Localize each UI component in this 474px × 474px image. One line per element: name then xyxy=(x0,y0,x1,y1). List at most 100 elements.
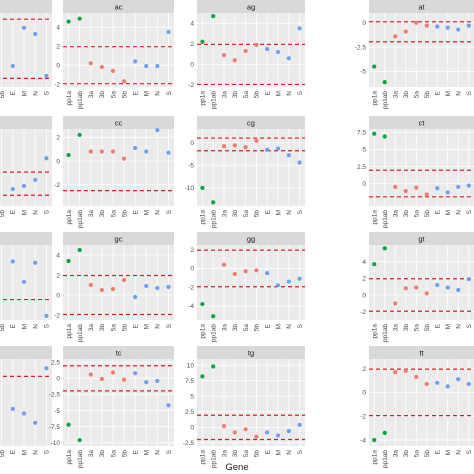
data-point-3b xyxy=(403,368,408,374)
y-tick-label: -4 xyxy=(188,303,194,310)
panel-strip-label: tt xyxy=(419,349,424,358)
y-tick-label: 7.5 xyxy=(185,378,194,385)
panel-strip-label: tc xyxy=(116,349,122,358)
data-point-pp1ab xyxy=(77,132,82,138)
data-point-S xyxy=(44,156,49,161)
data-point-M xyxy=(275,49,281,55)
x-tick-label: N xyxy=(33,210,40,215)
x-tick-label: pp1ab xyxy=(77,450,84,468)
x-tick-label: M xyxy=(144,324,151,329)
data-point-S xyxy=(466,23,471,28)
x-tick-label: 3b xyxy=(99,450,106,458)
y-tick-label: 4 xyxy=(190,21,194,28)
x-tick-label: pp1a xyxy=(66,324,73,339)
data-point-M xyxy=(275,433,281,438)
panel-strip xyxy=(197,232,305,245)
x-tick-label: S xyxy=(297,209,304,214)
x-tick-label: 3b xyxy=(99,324,106,332)
panel-strip xyxy=(369,346,474,359)
data-point-3a xyxy=(393,34,398,39)
data-point-5b xyxy=(424,23,429,28)
x-tick-label: 3b xyxy=(403,450,410,458)
y-tick-label: 2 xyxy=(56,44,60,51)
x-tick-label: 3a xyxy=(393,210,400,218)
data-point-M xyxy=(144,64,149,69)
panel-at: at 0 -2.5 -5 pp1a pp1ab 3a 3b 5a 5b E M N S xyxy=(355,0,474,109)
data-point-pp1ab xyxy=(77,438,82,443)
panel-tg: tg 10 7.5 5 2.5 0 -2.5 pp1a pp1ab 3a 3b 5a 5b E M N S xyxy=(183,346,305,468)
panel-strip xyxy=(369,232,474,245)
data-point-S xyxy=(166,150,171,155)
data-point-E xyxy=(265,430,270,435)
panel-background xyxy=(0,129,52,206)
panel-strip xyxy=(197,346,305,359)
panel-strip xyxy=(197,116,305,129)
x-tick-label: pp1ab xyxy=(77,210,84,228)
data-point-N xyxy=(155,64,160,69)
x-tick-label: pp1a xyxy=(66,210,73,225)
data-point-5b xyxy=(121,377,127,382)
panel-background xyxy=(197,129,305,206)
data-point-S xyxy=(297,160,302,165)
x-tick-label: 5b xyxy=(121,450,128,458)
data-point-M xyxy=(144,149,149,154)
panel-background xyxy=(369,359,474,446)
data-point-3a xyxy=(221,53,227,58)
data-point-5b xyxy=(424,192,429,197)
x-tick-label: S xyxy=(44,449,51,454)
y-tick-label: 0 xyxy=(190,140,194,147)
x-tick-label: 5b xyxy=(121,91,128,99)
x-tick-label: 3a xyxy=(393,91,400,99)
x-tick-label: pp1ab xyxy=(382,324,389,342)
data-point-3b xyxy=(232,58,237,63)
panel-gt: gt 4 2 0 -2 pp1a pp1ab 3a 3b 5a 5b E M N S xyxy=(360,232,474,342)
x-tick-label: pp1a xyxy=(200,210,207,225)
data-point-pp1a xyxy=(66,422,71,427)
panel-partial-3: 5b E M N S xyxy=(0,346,52,457)
y-tick-label: 0 xyxy=(56,292,60,299)
x-tick-label: S xyxy=(466,209,473,214)
data-point-S xyxy=(166,403,171,408)
x-tick-label: M xyxy=(144,91,151,96)
x-tick-label: 3a xyxy=(393,324,400,332)
panel-background xyxy=(63,245,174,320)
data-point-5a xyxy=(243,427,248,432)
x-tick-label: M xyxy=(275,324,282,329)
panel-background xyxy=(63,359,174,446)
data-point-N xyxy=(33,260,38,265)
x-tick-label: N xyxy=(155,210,162,215)
data-point-M xyxy=(275,146,281,151)
x-tick-label: N xyxy=(33,450,40,455)
x-tick-label: S xyxy=(44,209,51,214)
x-tick-label: 5b xyxy=(121,210,128,218)
x-tick-label: M xyxy=(21,210,28,215)
x-tick-label: S xyxy=(166,449,173,454)
x-tick-label: E xyxy=(265,90,272,95)
data-point-3b xyxy=(99,376,104,382)
x-tick-label: 5a xyxy=(414,324,421,332)
data-point-pp1ab xyxy=(77,247,82,253)
panel-background xyxy=(63,129,174,206)
x-tick-label: E xyxy=(10,209,17,214)
y-tick-label: 0 xyxy=(362,390,366,397)
data-point-E xyxy=(435,380,440,385)
x-tick-label: pp1ab xyxy=(211,210,218,228)
y-tick-label: 0 xyxy=(190,62,194,69)
panel-strip-label: tg xyxy=(248,349,254,358)
x-tick-label: E xyxy=(265,323,272,328)
x-tick-label: 3b xyxy=(403,91,410,99)
x-tick-label: E xyxy=(435,449,442,454)
y-tick-label: 0 xyxy=(56,62,60,69)
y-tick-label: -2 xyxy=(188,284,194,291)
x-tick-label: 5b xyxy=(0,324,6,332)
panel-background xyxy=(63,13,174,87)
data-point-pp1a xyxy=(372,64,377,69)
x-tick-label: 3a xyxy=(221,91,228,99)
x-tick-label: 5b xyxy=(254,450,261,458)
y-tick-label: 4 xyxy=(56,252,60,259)
x-tick-label: M xyxy=(275,450,282,455)
y-tick-label: 0 xyxy=(362,20,366,27)
data-point-5b xyxy=(121,79,127,84)
data-point-E xyxy=(435,24,440,29)
panel-strip-label: ag xyxy=(247,3,255,12)
